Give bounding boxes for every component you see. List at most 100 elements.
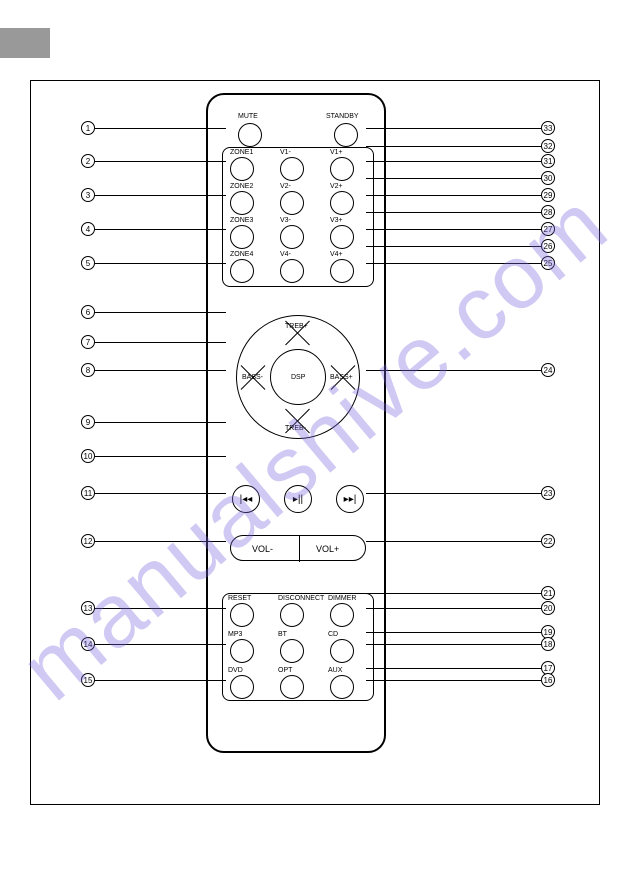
source-grid-button [280, 675, 304, 699]
callout-line [366, 128, 541, 129]
source-grid-label: DVD [228, 667, 243, 674]
zone-grid-button [230, 191, 254, 215]
zone-grid-button [280, 157, 304, 181]
zone-grid-button [230, 259, 254, 283]
callout-line [366, 263, 541, 264]
callout-right: 16 [541, 673, 555, 687]
source-grid-label: MP3 [228, 631, 242, 638]
source-grid-button [230, 603, 254, 627]
volume-rocker [230, 535, 366, 561]
bass-minus-label: BASS- [242, 374, 263, 381]
callout-right: 21 [541, 586, 555, 600]
callout-line [366, 593, 541, 594]
callout-line [366, 668, 541, 669]
source-grid-label: BT [278, 631, 287, 638]
prev-icon: |◂◂ [240, 494, 253, 505]
page-tab [0, 28, 50, 58]
callout-line [366, 632, 541, 633]
zone-grid-label: V1- [280, 149, 291, 156]
vol-plus-label: VOL+ [316, 544, 339, 554]
treb-minus-label: TREB- [285, 425, 306, 432]
callout-left: 3 [81, 188, 95, 202]
zone-grid-button [280, 191, 304, 215]
callout-left: 11 [81, 486, 95, 500]
callout-line [95, 195, 226, 196]
callout-right: 18 [541, 637, 555, 651]
callout-right: 25 [541, 256, 555, 270]
dsp-label: DSP [291, 374, 305, 381]
callout-right: 23 [541, 486, 555, 500]
callout-right: 31 [541, 154, 555, 168]
callout-line [366, 212, 541, 213]
callout-left: 10 [81, 449, 95, 463]
mute-label: MUTE [238, 113, 258, 120]
prev-button: |◂◂ [232, 485, 260, 513]
callout-line [95, 493, 226, 494]
callout-line [95, 680, 226, 681]
source-grid-button [330, 603, 354, 627]
callout-right: 22 [541, 534, 555, 548]
callout-line [366, 370, 541, 371]
source-grid-label: DISCONNECT [278, 595, 324, 602]
callout-left: 5 [81, 256, 95, 270]
standby-button [334, 123, 358, 147]
callout-right: 29 [541, 188, 555, 202]
zone-grid-button [280, 225, 304, 249]
zone-grid-button [330, 225, 354, 249]
callout-left: 1 [81, 121, 95, 135]
callout-line [95, 456, 226, 457]
callout-right: 28 [541, 205, 555, 219]
source-grid-label: AUX [328, 667, 342, 674]
zone-grid-label: ZONE3 [230, 217, 253, 224]
callout-line [366, 178, 541, 179]
callout-line [95, 128, 226, 129]
play-pause-icon: ▸|| [293, 494, 303, 505]
zone-grid-button [330, 259, 354, 283]
callout-line [366, 493, 541, 494]
source-grid-label: DIMMER [328, 595, 356, 602]
standby-label: STANDBY [326, 113, 359, 120]
source-grid-button [280, 639, 304, 663]
vol-minus-label: VOL- [252, 544, 273, 554]
zone-grid-label: V1+ [330, 149, 343, 156]
zone-grid-button [330, 191, 354, 215]
source-grid-button [330, 675, 354, 699]
callout-right: 20 [541, 601, 555, 615]
zone-grid-button [330, 157, 354, 181]
callout-line [366, 680, 541, 681]
callout-left: 13 [81, 601, 95, 615]
callout-line [95, 161, 226, 162]
zone-grid-label: ZONE2 [230, 183, 253, 190]
callout-line [366, 161, 541, 162]
mute-button [238, 123, 262, 147]
callout-line [366, 541, 541, 542]
remote-outline: MUTE STANDBY TREB+ TREB- BASS- BASS+ DSP… [206, 93, 386, 753]
source-grid-label: RESET [228, 595, 251, 602]
callout-line [366, 195, 541, 196]
callout-line [95, 342, 226, 343]
callout-line [95, 644, 226, 645]
zone-grid-label: V2+ [330, 183, 343, 190]
source-grid-button [280, 603, 304, 627]
zone-grid-label: ZONE1 [230, 149, 253, 156]
callout-line [95, 229, 226, 230]
callout-line [366, 246, 541, 247]
source-grid-label: CD [328, 631, 338, 638]
zone-grid-label: V4- [280, 251, 291, 258]
treb-plus-label: TREB+ [285, 323, 308, 330]
play-pause-button: ▸|| [284, 485, 312, 513]
callout-left: 6 [81, 305, 95, 319]
source-grid-button [230, 675, 254, 699]
zone-grid-label: ZONE4 [230, 251, 253, 258]
callout-line [95, 608, 226, 609]
callout-line [95, 422, 226, 423]
callout-left: 4 [81, 222, 95, 236]
zone-grid-button [280, 259, 304, 283]
callout-line [366, 644, 541, 645]
next-icon: ▸▸| [344, 494, 357, 505]
zone-grid-button [230, 157, 254, 181]
zone-grid-label: V4+ [330, 251, 343, 258]
callout-right: 30 [541, 171, 555, 185]
zone-grid-label: V3+ [330, 217, 343, 224]
callout-right: 24 [541, 363, 555, 377]
